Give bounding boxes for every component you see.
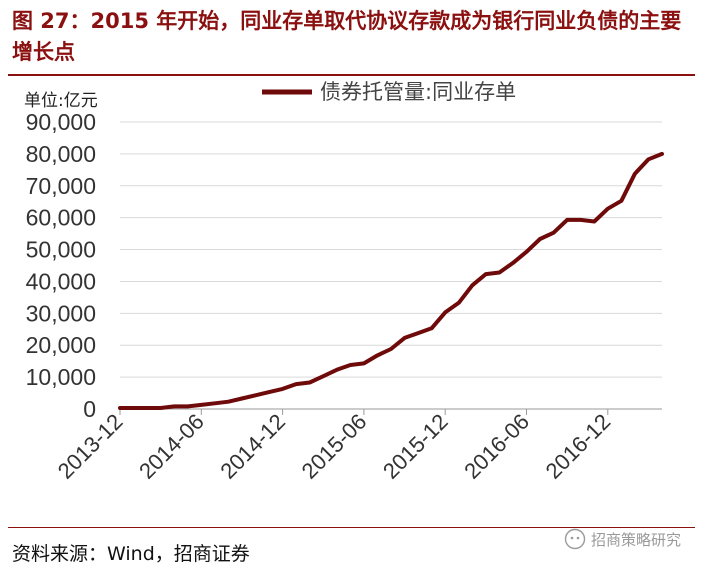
y-tick-label: 10,000 — [26, 364, 96, 390]
y-tick-label: 20,000 — [26, 332, 96, 358]
watermark: 招商策略研究 — [564, 528, 681, 550]
y-tick-label: 70,000 — [26, 173, 96, 199]
wechat-icon — [564, 528, 586, 550]
y-tick-label: 0 — [83, 396, 96, 422]
y-tick-label: 40,000 — [26, 268, 96, 294]
x-tick-label: 2016-06 — [459, 409, 534, 484]
y-axis-ticks: 0 10,000 20,000 30,000 40,000 50,000 60,000 70,… — [26, 109, 96, 422]
y-tick-label: 30,000 — [26, 300, 96, 326]
x-tick-label: 2016-12 — [541, 409, 616, 484]
x-axis-ticks: 2013-12 2014-06 2014-12 2015-06 2015-12 2016-… — [53, 409, 616, 484]
y-tick-label: 50,000 — [26, 237, 96, 263]
watermark-text: 招商策略研究 — [590, 530, 681, 549]
series-line — [118, 151, 664, 410]
x-tick-label: 2014-12 — [215, 409, 290, 484]
grid-lines — [120, 121, 662, 378]
chart-title: 图 27：2015 年开始，同业存单取代协议存款成为银行同业负债的主要增长点 — [12, 9, 682, 64]
y-tick-label: 60,000 — [26, 205, 96, 231]
legend-label: 债券托管量:同业存单 — [320, 80, 516, 104]
y-tick-label: 80,000 — [26, 141, 96, 167]
series-layer — [118, 151, 664, 410]
x-tick-label: 2014-06 — [134, 409, 209, 484]
x-tick-label: 2015-12 — [378, 409, 453, 484]
y-axis-unit-label: 单位:亿元 — [24, 91, 98, 111]
legend: 债券托管量:同业存单 — [262, 80, 516, 104]
footer-divider — [8, 527, 695, 528]
x-tick-label: 2015-06 — [297, 409, 372, 484]
title-divider — [8, 74, 695, 76]
y-tick-label: 90,000 — [26, 109, 96, 135]
source-note: 资料来源：Wind，招商证券 — [12, 543, 250, 565]
